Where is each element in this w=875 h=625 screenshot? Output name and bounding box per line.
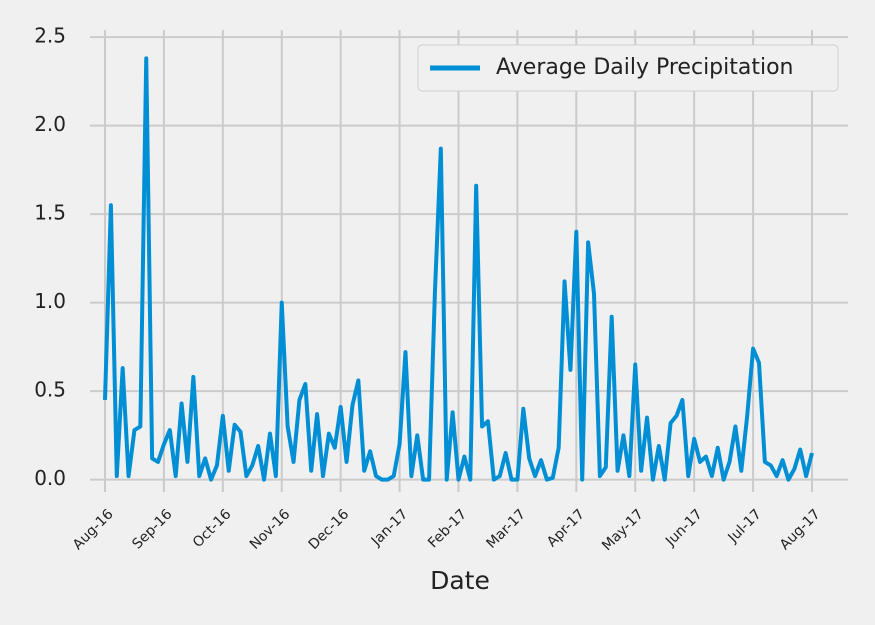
y-tick-label: 0.5 <box>34 378 66 402</box>
y-tick-label: 1.5 <box>34 201 66 225</box>
legend-label: Average Daily Precipitation <box>496 55 794 80</box>
legend-box <box>417 44 839 92</box>
data-line <box>103 56 814 482</box>
y-tick-label: 1.0 <box>34 289 66 313</box>
x-axis-label: Date <box>430 566 490 595</box>
y-tick-label: 0.0 <box>34 466 66 490</box>
y-tick-label: 2.5 <box>34 24 66 48</box>
y-tick-label: 2.0 <box>34 112 66 136</box>
